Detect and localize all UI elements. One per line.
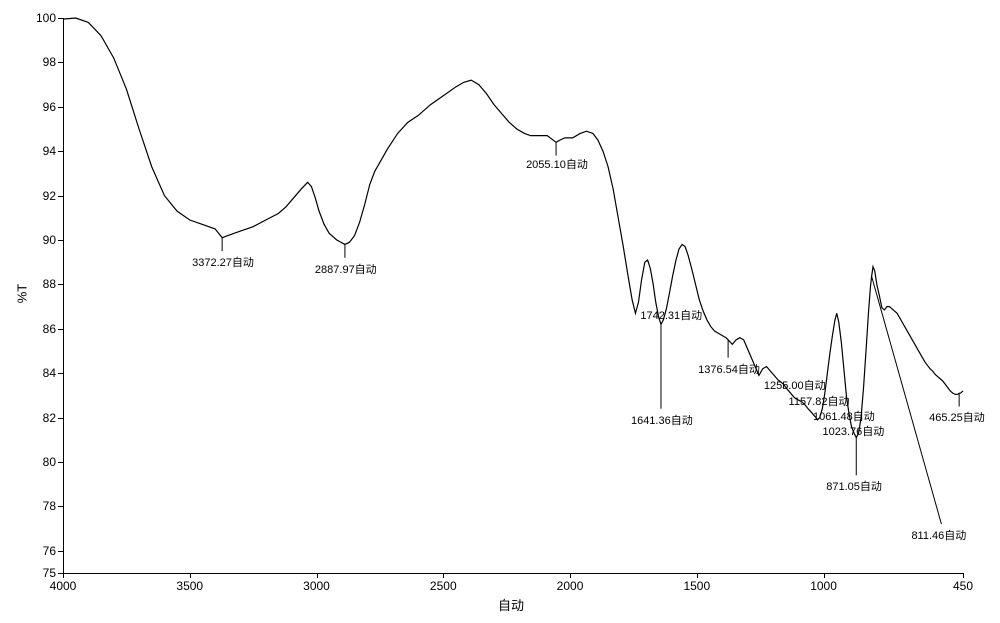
y-tick-mark <box>58 240 63 241</box>
peak-label: 811.46自动 <box>911 527 966 543</box>
y-tick-mark <box>58 107 63 108</box>
peak-label: 1023.76自动 <box>823 423 885 439</box>
y-tick-mark <box>58 462 63 463</box>
x-tick-label: 2000 <box>557 579 584 593</box>
peak-label: 2055.10自动 <box>526 156 588 172</box>
y-tick-label: 75 <box>28 566 56 580</box>
spectrum-svg <box>0 0 1000 623</box>
y-tick-label: 80 <box>28 455 56 469</box>
y-tick-mark <box>58 284 63 285</box>
peak-label: 1641.36自动 <box>631 412 693 428</box>
ir-spectrum-chart: %T 自动 75 76 78 80 82 84 86 88 90 92 94 96 98 100 4000 3… <box>0 0 1000 623</box>
x-tick-mark <box>570 573 571 578</box>
x-tick-mark <box>697 573 698 578</box>
y-tick-mark <box>58 551 63 552</box>
y-tick-label: 78 <box>28 499 56 513</box>
y-tick-label: 100 <box>28 11 56 25</box>
y-tick-mark <box>58 18 63 19</box>
peak-label: 3372.27自动 <box>192 254 254 270</box>
peak-label: 1157.82自动 <box>789 393 850 409</box>
peak-label: 465.25自动 <box>929 409 985 425</box>
peak-label: 1255.00自动 <box>764 377 826 393</box>
y-tick-mark <box>58 329 63 330</box>
y-tick-mark <box>58 196 63 197</box>
spectrum-line <box>63 18 963 438</box>
y-tick-mark <box>58 373 63 374</box>
x-tick-mark <box>63 573 64 578</box>
x-tick-label: 450 <box>953 579 973 593</box>
x-tick-label: 1000 <box>810 579 837 593</box>
y-tick-label: 98 <box>28 55 56 69</box>
x-axis-title: 自动 <box>498 595 524 614</box>
y-tick-label: 88 <box>28 277 56 291</box>
y-tick-mark <box>58 418 63 419</box>
y-tick-label: 94 <box>28 144 56 158</box>
y-tick-label: 90 <box>28 233 56 247</box>
y-tick-label: 82 <box>28 411 56 425</box>
x-tick-label: 4000 <box>50 579 77 593</box>
x-tick-label: 1500 <box>683 579 710 593</box>
x-tick-mark <box>443 573 444 578</box>
x-tick-label: 3000 <box>303 579 330 593</box>
y-tick-label: 76 <box>28 544 56 558</box>
peak-label: 1376.54自动 <box>698 361 760 377</box>
y-tick-label: 86 <box>28 322 56 336</box>
y-tick-mark <box>58 62 63 63</box>
peak-label: 2887.97自动 <box>315 261 377 277</box>
peak-label: 871.05自动 <box>826 478 882 494</box>
x-tick-mark <box>963 573 964 578</box>
y-tick-label: 92 <box>28 189 56 203</box>
x-tick-label: 3500 <box>176 579 203 593</box>
x-tick-mark <box>190 573 191 578</box>
y-tick-mark <box>58 151 63 152</box>
x-tick-mark <box>824 573 825 578</box>
y-tick-label: 84 <box>28 366 56 380</box>
peak-label: 1742.31自动 <box>640 307 702 323</box>
x-tick-label: 2500 <box>430 579 457 593</box>
y-tick-label: 96 <box>28 100 56 114</box>
y-axis-title: %T <box>14 283 29 303</box>
x-tick-mark <box>317 573 318 578</box>
y-tick-mark <box>58 506 63 507</box>
